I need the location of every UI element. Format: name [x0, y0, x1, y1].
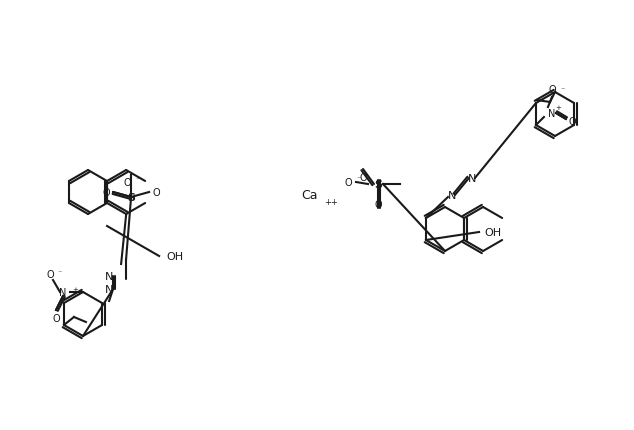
Text: O: O [152, 187, 160, 197]
Text: ⁻: ⁻ [560, 85, 564, 94]
Text: N: N [448, 190, 456, 200]
Text: N: N [60, 287, 67, 297]
Text: +: + [72, 286, 78, 292]
Text: S: S [127, 193, 135, 203]
Text: O: O [548, 85, 556, 95]
Text: OH: OH [484, 227, 501, 237]
Text: N: N [105, 284, 113, 294]
Text: N: N [548, 109, 555, 119]
Text: O: O [359, 172, 367, 183]
Text: O: O [374, 200, 382, 209]
Text: N: N [105, 271, 113, 281]
Text: ⁻: ⁻ [57, 268, 61, 277]
Text: +: + [555, 105, 561, 111]
Text: O: O [102, 187, 110, 197]
Text: O: O [123, 178, 131, 187]
Text: O: O [52, 313, 60, 323]
Text: Ca: Ca [302, 188, 318, 201]
Text: ++: ++ [324, 197, 338, 206]
Text: ⁻: ⁻ [135, 175, 139, 184]
Text: ⁻: ⁻ [356, 174, 360, 183]
Text: OH: OH [166, 252, 183, 261]
Text: N: N [468, 174, 476, 184]
Text: O: O [46, 269, 54, 280]
Text: S: S [374, 180, 382, 190]
Text: O: O [568, 117, 576, 127]
Text: O: O [344, 178, 352, 187]
